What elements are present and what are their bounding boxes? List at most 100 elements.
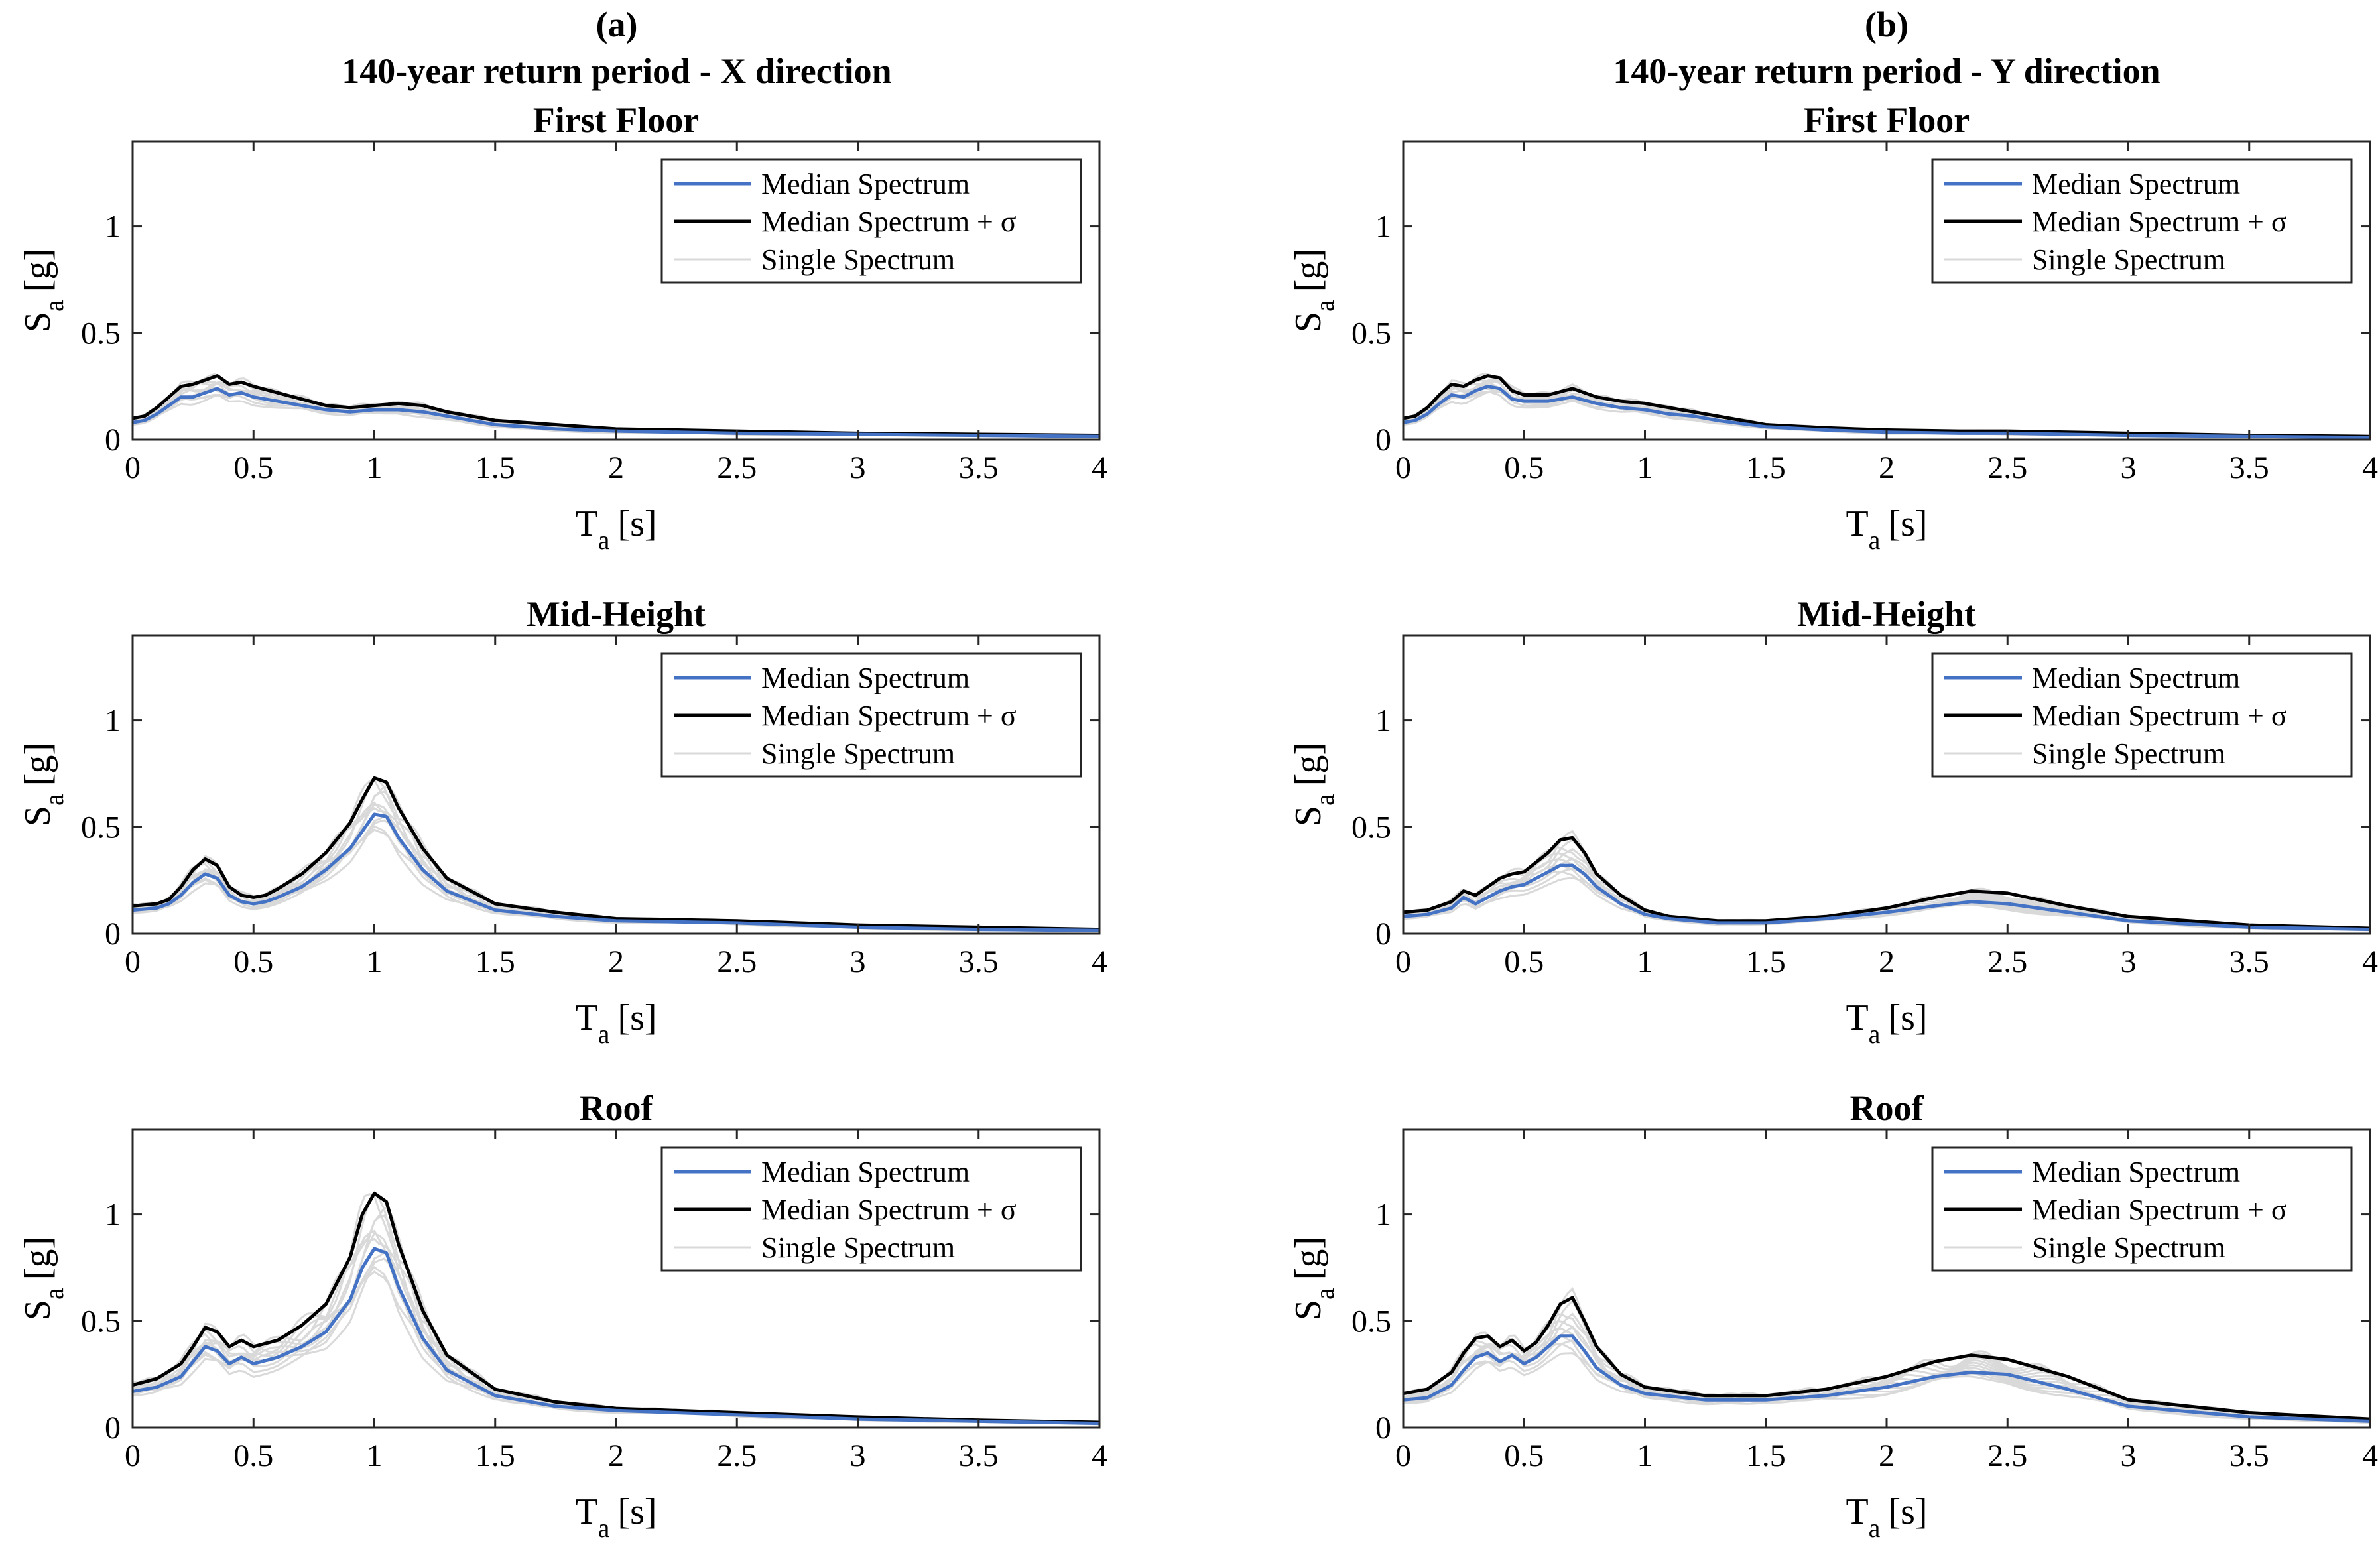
y-axis-label-main: S bbox=[1288, 806, 1329, 826]
x-axis-label-unit: [s] bbox=[617, 1491, 657, 1532]
x-axis-label-unit: [s] bbox=[1888, 997, 1927, 1038]
panel-title: First Floor bbox=[533, 100, 699, 140]
median-sigma-line bbox=[1403, 835, 2371, 930]
x-tick-label: 0 bbox=[125, 450, 141, 485]
y-tick-label: 1 bbox=[1375, 704, 1391, 739]
x-tick-label: 2 bbox=[1879, 450, 1895, 485]
x-tick-label: 1.5 bbox=[475, 450, 515, 485]
x-axis-label-main: T bbox=[575, 997, 597, 1038]
x-axis-label-unit: [s] bbox=[617, 997, 657, 1038]
x-tick-label: 0.5 bbox=[233, 944, 273, 979]
legend: Median Spectrum Median Spectrum + σ Single… bbox=[660, 652, 1082, 778]
x-axis-label: Ta [s] bbox=[1846, 503, 1927, 555]
legend-single-label: Single Spectrum bbox=[2032, 1231, 2225, 1264]
x-tick-label: 4 bbox=[2362, 944, 2378, 979]
x-axis-label-subscript: a bbox=[1869, 525, 1881, 555]
x-axis-label-main: T bbox=[1846, 503, 1868, 544]
x-tick-label: 1.5 bbox=[475, 944, 515, 979]
x-tick-label: 3 bbox=[2121, 1438, 2137, 1473]
y-axis-label-subscript: a bbox=[39, 794, 69, 806]
y-axis-label-unit: [g] bbox=[1288, 743, 1329, 786]
x-tick-label: 2.5 bbox=[1987, 944, 2027, 979]
x-tick-label: 2.5 bbox=[717, 944, 757, 979]
x-axis-label-unit: [s] bbox=[617, 503, 657, 544]
x-axis-label-unit: [s] bbox=[1888, 1491, 1927, 1532]
x-tick-label: 2 bbox=[1879, 1438, 1895, 1473]
y-axis-label: Sa [g] bbox=[1288, 743, 1340, 826]
x-tick-label: 2.5 bbox=[717, 1438, 757, 1473]
x-tick-label: 0 bbox=[1395, 1438, 1411, 1473]
y-axis-label-main: S bbox=[1288, 312, 1329, 332]
x-tick-label: 4 bbox=[1092, 450, 1107, 485]
y-tick-label: 0.5 bbox=[1351, 316, 1391, 351]
x-axis-label: Ta [s] bbox=[1846, 997, 1927, 1049]
median-line bbox=[132, 1247, 1100, 1426]
y-tick-label: 0.5 bbox=[81, 810, 121, 845]
panel-title: Roof bbox=[580, 1088, 654, 1128]
legend-median-sigma-label: Median Spectrum + σ bbox=[2032, 700, 2287, 732]
x-tick-label: 3.5 bbox=[2229, 1438, 2269, 1473]
x-tick-label: 3 bbox=[850, 450, 866, 485]
legend: Median Spectrum Median Spectrum + σ Single… bbox=[1931, 652, 2353, 778]
x-tick-label: 0 bbox=[125, 1438, 141, 1473]
x-axis-label-unit: [s] bbox=[1888, 503, 1927, 544]
x-axis-label: Ta [s] bbox=[575, 997, 657, 1049]
y-tick-label: 0 bbox=[1375, 916, 1391, 952]
x-tick-label: 0.5 bbox=[233, 450, 273, 485]
x-axis-label-main: T bbox=[1846, 997, 1868, 1038]
legend-single-label: Single Spectrum bbox=[761, 243, 955, 276]
y-tick-label: 0 bbox=[105, 1410, 121, 1446]
legend-median-label: Median Spectrum bbox=[761, 662, 970, 694]
x-tick-label: 3 bbox=[850, 1438, 866, 1473]
y-axis-label-unit: [g] bbox=[1288, 1237, 1329, 1280]
y-axis-label-subscript: a bbox=[39, 1288, 69, 1300]
y-tick-label: 0.5 bbox=[81, 1304, 121, 1339]
legend: Median Spectrum Median Spectrum + σ Single… bbox=[660, 158, 1082, 284]
y-axis-label: Sa [g] bbox=[17, 743, 69, 826]
median-sigma-line bbox=[132, 776, 1100, 932]
x-tick-label: 2.5 bbox=[1987, 1438, 2027, 1473]
median-line bbox=[1403, 863, 2371, 932]
x-tick-label: 0 bbox=[125, 944, 141, 979]
legend-single-label: Single Spectrum bbox=[761, 737, 955, 770]
legend-median-sigma-label: Median Spectrum + σ bbox=[761, 700, 1017, 732]
panel-title: Mid-Height bbox=[1797, 594, 1976, 634]
legend-median-label: Median Spectrum bbox=[2032, 662, 2240, 694]
x-tick-label: 2.5 bbox=[717, 450, 757, 485]
y-axis-label-subscript: a bbox=[1310, 300, 1340, 312]
legend: Median Spectrum Median Spectrum + σ Single… bbox=[1931, 1146, 2353, 1272]
x-tick-label: 1 bbox=[367, 450, 383, 485]
median-sigma-line bbox=[132, 1191, 1100, 1424]
y-axis-label-main: S bbox=[17, 1300, 58, 1320]
x-tick-label: 1.5 bbox=[1746, 450, 1786, 485]
x-tick-label: 0.5 bbox=[1504, 450, 1544, 485]
x-axis-label-subscript: a bbox=[1869, 1513, 1881, 1543]
median-sigma-line bbox=[132, 374, 1100, 438]
y-tick-label: 0 bbox=[105, 916, 121, 952]
y-axis-label-subscript: a bbox=[1310, 1288, 1340, 1300]
x-axis-label: Ta [s] bbox=[575, 1491, 657, 1543]
x-tick-label: 1 bbox=[1637, 944, 1653, 979]
legend: Median Spectrum Median Spectrum + σ Single… bbox=[660, 1146, 1082, 1272]
single-spectrum-line bbox=[1403, 1313, 2371, 1421]
legend-single-label: Single Spectrum bbox=[2032, 243, 2225, 276]
median-sigma-line bbox=[1403, 374, 2371, 438]
y-axis-label-unit: [g] bbox=[17, 743, 58, 786]
x-axis-label: Ta [s] bbox=[575, 503, 657, 555]
x-axis-label-subscript: a bbox=[1869, 1019, 1881, 1049]
median-line bbox=[132, 812, 1100, 932]
x-axis-label: Ta [s] bbox=[1846, 1491, 1927, 1543]
y-tick-label: 0 bbox=[1375, 1410, 1391, 1446]
y-tick-label: 1 bbox=[1375, 210, 1391, 245]
x-axis-label-subscript: a bbox=[598, 1019, 610, 1049]
legend-median-sigma-label: Median Spectrum + σ bbox=[761, 206, 1017, 238]
x-tick-label: 2.5 bbox=[1987, 450, 2027, 485]
y-axis-label-unit: [g] bbox=[17, 1237, 58, 1280]
